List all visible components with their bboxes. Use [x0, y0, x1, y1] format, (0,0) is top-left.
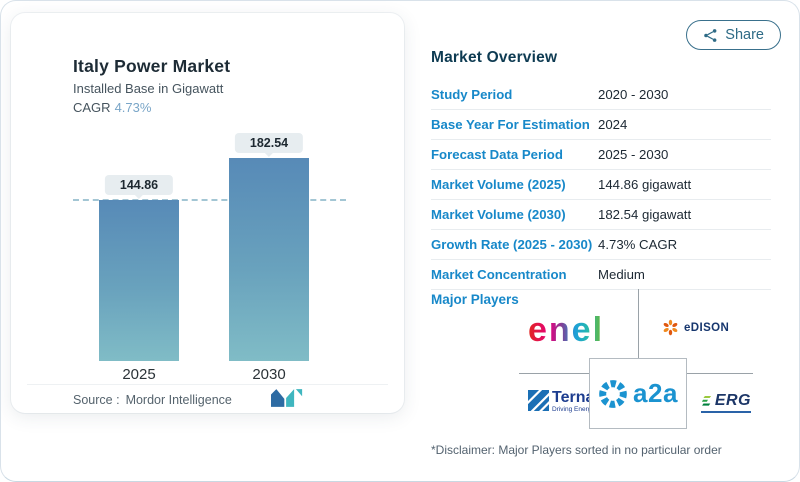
row-value: 4.73% CAGR	[598, 237, 678, 252]
x-axis-label-2030: 2030	[252, 366, 286, 383]
row-value: 2024	[598, 117, 628, 132]
major-players-label: Major Players	[431, 292, 519, 307]
enel-logo: enel	[527, 311, 605, 349]
row-value: Medium	[598, 267, 645, 282]
a2a-globe-icon	[599, 379, 627, 408]
row-label: Base Year For Estimation	[431, 117, 590, 132]
a2a-logo-text: a2a	[633, 378, 678, 408]
row-label: Market Concentration	[431, 267, 567, 282]
x-axis-label-2025: 2025	[122, 366, 156, 383]
disclaimer-text: *Disclaimer: Major Players sorted in no …	[431, 443, 722, 457]
table-row: Base Year For Estimation 2024	[431, 110, 771, 140]
market-overview-heading: Market Overview	[431, 49, 558, 66]
row-label: Study Period	[431, 87, 513, 102]
connector-horizontal-right	[687, 373, 753, 374]
source-label: Source :	[73, 393, 120, 407]
bar-2025	[99, 200, 179, 361]
cagr-label: CAGR	[73, 100, 111, 115]
edison-asterisk-icon	[663, 319, 678, 336]
row-value: 182.54 gigawatt	[598, 207, 692, 222]
source-line: Source : Mordor Intelligence	[73, 393, 232, 407]
table-row: Study Period 2020 - 2030	[431, 80, 771, 110]
erg-logo-text: ERG	[714, 392, 751, 409]
connector-horizontal-left	[519, 373, 589, 374]
edison-logo: eDISON	[662, 319, 729, 336]
data-label-2030: 182.54	[234, 133, 304, 153]
mordor-intelligence-logo-icon	[271, 389, 303, 407]
bar-2030	[229, 158, 309, 361]
cagr-line: CAGR 4.73%	[73, 100, 151, 115]
reference-dashed-line	[73, 199, 346, 201]
share-button[interactable]: Share	[686, 20, 781, 50]
table-row: Market Volume (2025) 144.86 gigawatt	[431, 170, 771, 200]
row-value: 144.86 gigawatt	[598, 177, 692, 192]
chart-title: Italy Power Market	[73, 56, 231, 76]
terna-logo: Terna Driving Energy	[528, 390, 595, 414]
erg-underline	[701, 411, 751, 413]
connector-vertical	[638, 289, 639, 358]
chart-subtitle: Installed Base in Gigawatt	[73, 81, 224, 96]
row-value: 2020 - 2030	[598, 87, 669, 102]
source-value: Mordor Intelligence	[125, 393, 232, 407]
source-divider	[27, 384, 388, 385]
row-label: Growth Rate (2025 - 2030)	[431, 237, 593, 252]
table-row: Forecast Data Period 2025 - 2030	[431, 140, 771, 170]
table-row: Market Concentration Medium	[431, 260, 771, 290]
row-label: Market Volume (2025)	[431, 177, 566, 192]
row-label: Forecast Data Period	[431, 147, 563, 162]
market-overview-table: Study Period 2020 - 2030 Base Year For E…	[431, 80, 771, 290]
share-button-label: Share	[725, 27, 764, 43]
row-label: Market Volume (2030)	[431, 207, 566, 222]
terna-logo-text: Terna	[552, 389, 595, 406]
erg-logo: ERG	[701, 392, 751, 413]
data-label-2025: 144.86	[104, 175, 174, 195]
row-value: 2025 - 2030	[598, 147, 669, 162]
share-icon	[704, 28, 717, 42]
terna-tagline: Driving Energy	[552, 406, 595, 413]
a2a-logo-box: a2a	[589, 358, 687, 429]
terna-square-icon	[528, 390, 549, 411]
table-row: Market Volume (2030) 182.54 gigawatt	[431, 200, 771, 230]
edison-logo-text: eDISON	[684, 321, 730, 334]
chart-card: Italy Power Market Installed Base in Gig…	[11, 13, 404, 413]
erg-chevron-icon	[701, 395, 712, 406]
cagr-value: 4.73%	[114, 100, 152, 115]
table-row: Growth Rate (2025 - 2030) 4.73% CAGR	[431, 230, 771, 260]
